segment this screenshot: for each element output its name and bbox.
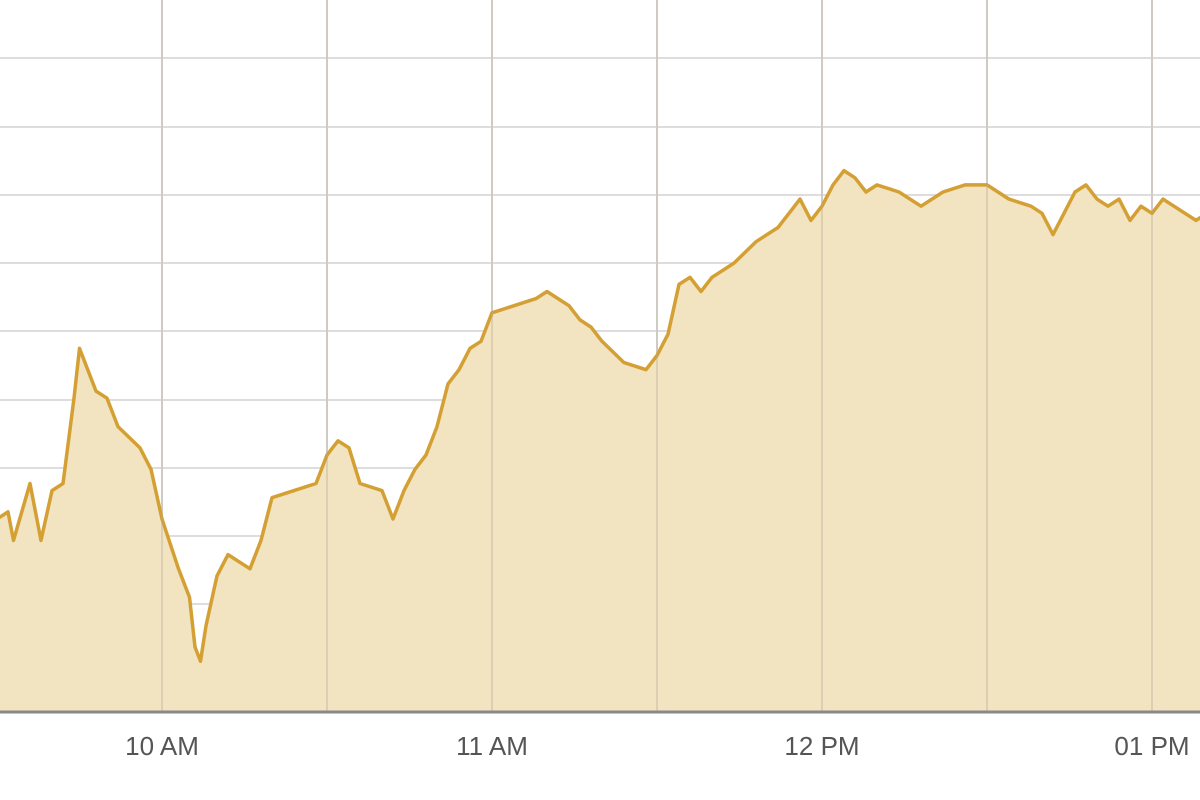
x-tick-label: 12 PM: [784, 731, 859, 761]
x-tick-label: 11 AM: [456, 731, 528, 761]
x-tick-label: 01 PM: [1114, 731, 1189, 761]
series-line: [0, 168, 1200, 663]
series-area: [0, 170, 1200, 711]
series-layer: [0, 0, 1200, 711]
x-axis: 10 AM 11 AM 12 PM 01 PM: [0, 710, 1200, 761]
x-tick-label: 10 AM: [125, 731, 199, 761]
